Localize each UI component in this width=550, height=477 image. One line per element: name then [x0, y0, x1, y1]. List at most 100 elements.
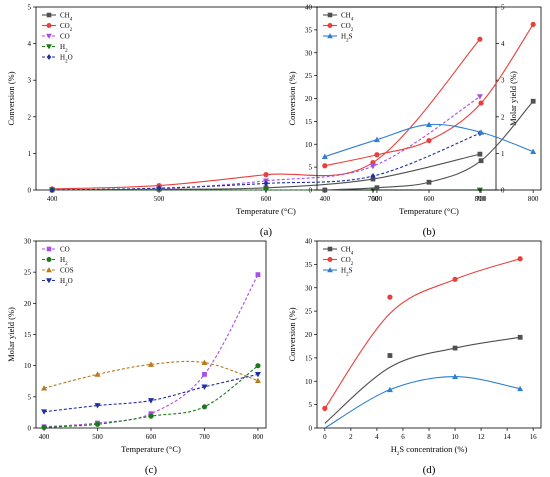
y-tick-label: 15 — [305, 354, 313, 362]
y-axis-label: Molar yield (%) — [6, 307, 16, 362]
y-tick-label: 25 — [305, 72, 313, 80]
y-tick-label: 20 — [305, 95, 313, 103]
x-tick-label: 6 — [401, 433, 405, 441]
data-point — [530, 148, 537, 154]
data-point — [94, 403, 101, 409]
y-tick-label: 10 — [24, 362, 32, 370]
legend-entry-ch4: CH4 — [323, 12, 354, 22]
legend-label: CO2 — [341, 22, 354, 33]
y-tick-label: 25 — [305, 308, 313, 316]
legend-marker — [46, 278, 52, 284]
data-point — [530, 98, 536, 104]
y-tick-label: 0 — [28, 425, 32, 433]
legend-marker — [327, 267, 333, 273]
legend-entry-h2o: H2O — [42, 277, 73, 288]
data-point — [452, 276, 458, 282]
data-point — [322, 405, 328, 411]
y-right-tick-label: 3 — [501, 77, 505, 85]
legend-entry-ch4: CH4 — [323, 246, 354, 256]
series-line — [324, 258, 521, 409]
data-point — [41, 409, 48, 415]
data-point — [517, 385, 524, 392]
series-co2 — [49, 36, 483, 192]
x-axis-label: H2S concentration (%) — [391, 444, 468, 457]
x-tick-label: 10 — [452, 433, 460, 441]
legend-marker — [327, 246, 333, 252]
panel-label: (b) — [423, 226, 436, 238]
legend-entry-co2: CO2 — [323, 22, 354, 33]
data-point — [41, 424, 47, 430]
legend-entry-co2: CO2 — [42, 22, 73, 33]
legend-label: CO2 — [341, 256, 354, 267]
data-point — [263, 172, 269, 178]
x-tick-label: 4 — [375, 433, 379, 441]
x-tick-label: 800 — [253, 433, 264, 441]
y-tick-label: 2 — [28, 113, 32, 121]
data-point — [322, 187, 328, 193]
y-tick-label: 15 — [305, 118, 313, 126]
data-point — [322, 163, 328, 169]
series-co — [49, 94, 483, 193]
data-point — [201, 384, 208, 390]
series-line — [52, 132, 481, 191]
data-point — [374, 152, 380, 158]
series-line — [43, 360, 259, 389]
y-tick-label: 10 — [305, 141, 313, 149]
legend-marker — [327, 33, 333, 39]
data-point — [41, 385, 48, 391]
series-cos — [41, 359, 261, 391]
data-point — [148, 361, 154, 367]
data-point — [321, 153, 328, 160]
x-tick-label: 600 — [146, 433, 157, 441]
chart-panel-d: 0 2 4 6 8 10 12 14 16 0 5 10 15 20 25 30 35 40 H2S concent… — [287, 238, 542, 476]
x-tick-label: 700 — [199, 433, 210, 441]
x-tick-label: 500 — [92, 433, 103, 441]
y-tick-label: 25 — [24, 269, 32, 277]
x-tick-label: 500 — [154, 195, 165, 203]
data-point — [255, 272, 261, 278]
x-tick-label: 400 — [39, 433, 50, 441]
y-tick-label: 0 — [309, 425, 313, 433]
data-point — [478, 129, 485, 135]
series-h2 — [41, 363, 261, 430]
data-point — [370, 173, 376, 180]
series-h2s — [321, 121, 537, 160]
legend-marker — [46, 12, 52, 18]
y-tick-label: 0 — [309, 187, 313, 195]
series-co2 — [322, 21, 536, 169]
legend-marker — [46, 23, 52, 28]
x-tick-label: 2 — [349, 433, 353, 441]
y-tick-label: 30 — [24, 238, 32, 246]
legend-marker — [46, 44, 52, 50]
data-point — [148, 413, 154, 419]
x-tick-label: 400 — [47, 195, 58, 203]
legend-entry-h2o: H2O — [42, 54, 73, 64]
series-line — [52, 38, 481, 190]
data-point — [374, 185, 380, 191]
data-point — [148, 398, 154, 404]
legend-marker — [327, 23, 333, 28]
x-tick-label: 0 — [323, 433, 327, 441]
y-tick-label: 40 — [305, 4, 313, 12]
x-tick-label: 400 — [320, 195, 331, 203]
legend-entry-h2: H2 — [42, 43, 68, 54]
data-point — [373, 136, 380, 143]
y-axis-label: Conversion (%) — [6, 71, 16, 125]
legend-label: CH4 — [60, 12, 73, 23]
series-ch4 — [324, 334, 523, 424]
legend-label: H2 — [60, 43, 68, 54]
data-point — [478, 158, 484, 164]
series-h2s — [324, 373, 524, 429]
series-line — [324, 336, 521, 424]
data-point — [387, 294, 393, 300]
legend-label: H2S — [341, 33, 353, 44]
y-tick-label: 20 — [24, 300, 32, 308]
series-line — [324, 24, 534, 167]
y-right-tick-label: 0 — [501, 187, 505, 195]
legend-entry-ch4: CH4 — [42, 12, 73, 23]
x-axis-label: Temperature (°C) — [236, 206, 296, 216]
data-point — [386, 386, 393, 393]
data-point — [263, 180, 269, 187]
data-point — [201, 359, 208, 365]
